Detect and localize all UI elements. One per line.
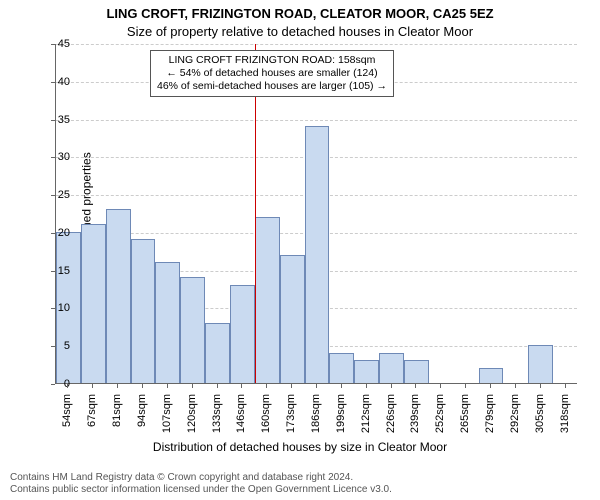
- y-tick-mark: [51, 157, 55, 158]
- y-tick-mark: [51, 195, 55, 196]
- y-tick-label: 45: [30, 38, 70, 50]
- plot-area: LING CROFT FRIZINGTON ROAD: 158sqm ← 54%…: [55, 44, 577, 384]
- y-tick-label: 15: [30, 265, 70, 277]
- x-tick-label: 67sqm: [86, 394, 98, 444]
- x-tick-mark: [540, 384, 541, 388]
- bar: [155, 262, 180, 383]
- x-tick-mark: [266, 384, 267, 388]
- title-line-1: LING CROFT, FRIZINGTON ROAD, CLEATOR MOO…: [0, 6, 600, 21]
- y-tick-label: 0: [30, 378, 70, 390]
- x-tick-mark: [391, 384, 392, 388]
- x-tick-mark: [192, 384, 193, 388]
- x-tick-label: 199sqm: [335, 394, 347, 444]
- y-tick-label: 35: [30, 114, 70, 126]
- y-tick-label: 30: [30, 151, 70, 163]
- chart-container: LING CROFT, FRIZINGTON ROAD, CLEATOR MOO…: [0, 0, 600, 500]
- bar: [404, 360, 429, 383]
- y-tick-label: 5: [30, 340, 70, 352]
- title-line-2: Size of property relative to detached ho…: [0, 24, 600, 39]
- x-tick-label: 146sqm: [235, 394, 247, 444]
- y-tick-mark: [51, 308, 55, 309]
- annotation-line: ← 54% of detached houses are smaller (12…: [157, 67, 387, 80]
- y-tick-mark: [51, 120, 55, 121]
- bar: [255, 217, 280, 383]
- x-tick-label: 252sqm: [434, 394, 446, 444]
- x-tick-label: 133sqm: [211, 394, 223, 444]
- x-tick-label: 120sqm: [186, 394, 198, 444]
- x-tick-mark: [366, 384, 367, 388]
- y-tick-mark: [51, 384, 55, 385]
- annotation-box: LING CROFT FRIZINGTON ROAD: 158sqm ← 54%…: [150, 50, 394, 97]
- bar: [479, 368, 504, 383]
- bar: [205, 323, 230, 383]
- y-tick-mark: [51, 82, 55, 83]
- y-tick-mark: [51, 346, 55, 347]
- x-tick-mark: [415, 384, 416, 388]
- footer-line: Contains public sector information licen…: [10, 484, 590, 496]
- bar: [329, 353, 354, 383]
- x-tick-label: 54sqm: [61, 394, 73, 444]
- y-tick-label: 20: [30, 227, 70, 239]
- x-tick-label: 265sqm: [459, 394, 471, 444]
- x-tick-label: 226sqm: [385, 394, 397, 444]
- x-tick-mark: [67, 384, 68, 388]
- x-tick-mark: [117, 384, 118, 388]
- x-tick-label: 305sqm: [534, 394, 546, 444]
- y-tick-mark: [51, 271, 55, 272]
- x-tick-mark: [92, 384, 93, 388]
- footer-attribution: Contains HM Land Registry data © Crown c…: [10, 472, 590, 496]
- bar: [81, 224, 106, 383]
- x-tick-label: 239sqm: [409, 394, 421, 444]
- x-tick-label: 186sqm: [310, 394, 322, 444]
- x-tick-mark: [490, 384, 491, 388]
- footer-line: Contains HM Land Registry data © Crown c…: [10, 472, 590, 484]
- x-tick-mark: [515, 384, 516, 388]
- y-tick-mark: [51, 44, 55, 45]
- grid-line: [56, 120, 577, 121]
- grid-line: [56, 44, 577, 45]
- x-tick-label: 212sqm: [360, 394, 372, 444]
- x-tick-label: 279sqm: [484, 394, 496, 444]
- x-tick-label: 173sqm: [285, 394, 297, 444]
- bar: [354, 360, 379, 383]
- x-tick-mark: [565, 384, 566, 388]
- x-tick-label: 292sqm: [509, 394, 521, 444]
- x-tick-label: 318sqm: [559, 394, 571, 444]
- x-tick-mark: [465, 384, 466, 388]
- x-tick-mark: [142, 384, 143, 388]
- bar: [131, 239, 156, 383]
- bar: [230, 285, 255, 383]
- bar: [180, 277, 205, 383]
- x-tick-mark: [316, 384, 317, 388]
- bar: [280, 255, 305, 383]
- y-tick-label: 10: [30, 302, 70, 314]
- x-tick-label: 94sqm: [136, 394, 148, 444]
- bar: [528, 345, 553, 383]
- y-tick-label: 25: [30, 189, 70, 201]
- annotation-line: LING CROFT FRIZINGTON ROAD: 158sqm: [157, 54, 387, 67]
- y-tick-mark: [51, 233, 55, 234]
- x-tick-mark: [341, 384, 342, 388]
- annotation-line: 46% of semi-detached houses are larger (…: [157, 80, 387, 93]
- bar: [106, 209, 131, 383]
- x-tick-mark: [167, 384, 168, 388]
- x-tick-mark: [440, 384, 441, 388]
- x-tick-label: 81sqm: [111, 394, 123, 444]
- x-tick-label: 107sqm: [161, 394, 173, 444]
- bar: [379, 353, 404, 383]
- x-tick-label: 160sqm: [260, 394, 272, 444]
- x-tick-mark: [217, 384, 218, 388]
- x-tick-mark: [241, 384, 242, 388]
- bar: [305, 126, 330, 383]
- y-tick-label: 40: [30, 76, 70, 88]
- x-tick-mark: [291, 384, 292, 388]
